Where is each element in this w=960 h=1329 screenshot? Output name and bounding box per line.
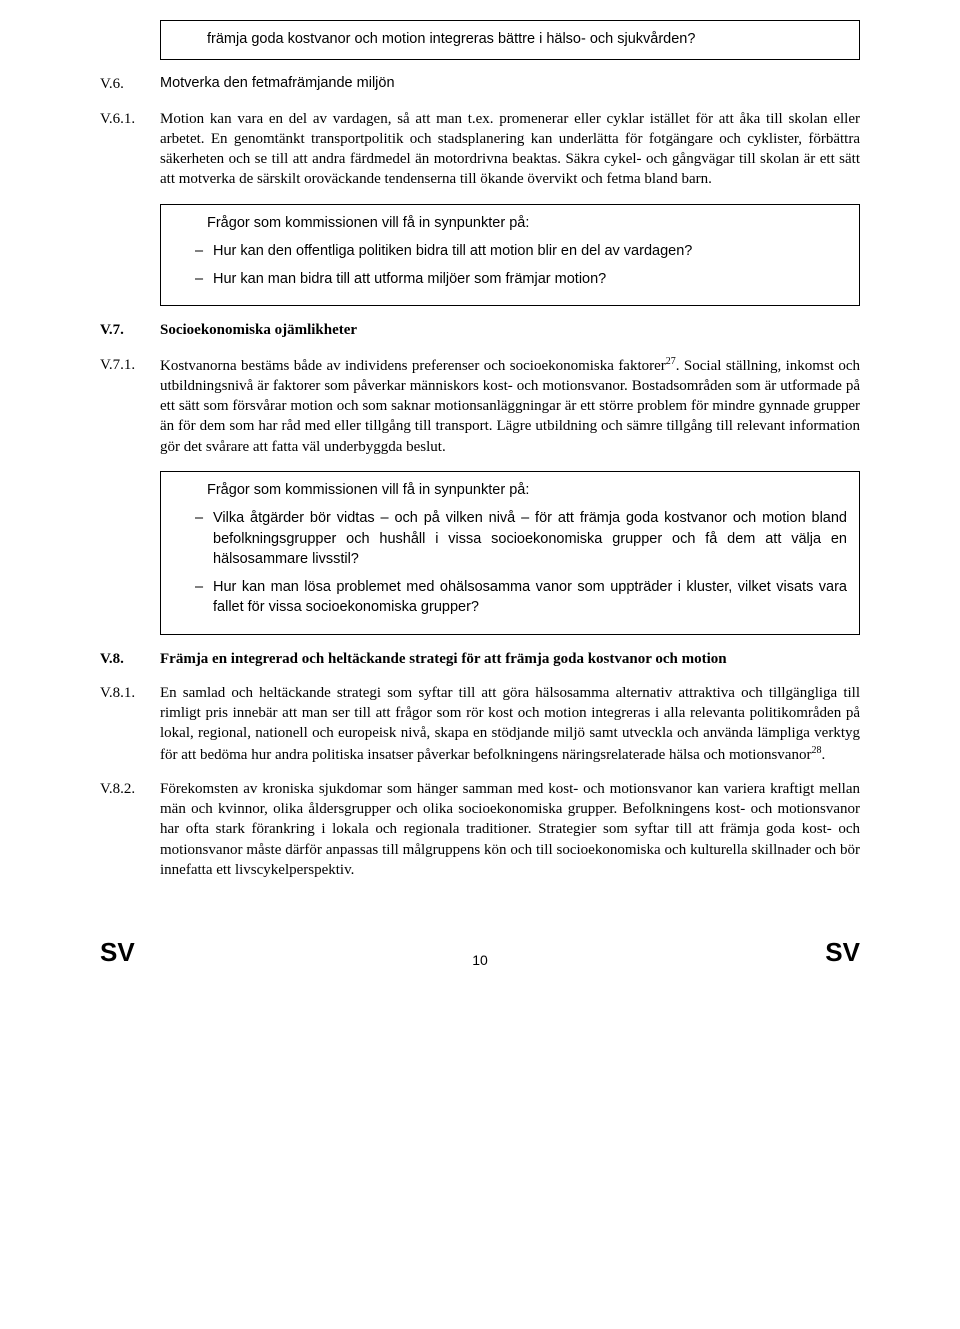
label-v6: V.6. xyxy=(100,74,160,94)
box1-text: främja goda kostvanor och motion integre… xyxy=(173,27,847,53)
box3-item: Hur kan man lösa problemet med ohälsosam… xyxy=(195,577,847,618)
section-v7-1: V.7.1. Kostvanorna bestäms både av indiv… xyxy=(100,355,860,457)
heading-v7: Socioekonomiska ojämlikheter xyxy=(160,320,860,340)
box2-list: Hur kan den offentliga politiken bidra t… xyxy=(173,237,847,300)
text-v6-1: Motion kan vara en del av vardagen, så a… xyxy=(160,109,860,190)
footer-left: SV xyxy=(100,935,135,970)
text-v8-1: En samlad och heltäckande strategi som s… xyxy=(160,683,860,765)
v7-1-part-a: Kostvanorna bestäms både av individens p… xyxy=(160,358,666,374)
footer-right: SV xyxy=(825,935,860,970)
section-v8-2: V.8.2. Förekomsten av kroniska sjukdomar… xyxy=(100,779,860,880)
v7-1-sup: 27 xyxy=(666,356,676,367)
label-v8: V.8. xyxy=(100,649,160,669)
box2-item: Hur kan man bidra till att utforma miljö… xyxy=(195,269,847,289)
v8-1-part-b: . xyxy=(821,747,825,763)
box3-list: Vilka åtgärder bör vidtas – och på vilke… xyxy=(173,504,847,627)
v8-1-part-a: En samlad och heltäckande strategi som s… xyxy=(160,685,860,763)
box2-item: Hur kan den offentliga politiken bidra t… xyxy=(195,241,847,261)
section-v7: V.7. Socioekonomiska ojämlikheter xyxy=(100,320,860,340)
question-box-1: främja goda kostvanor och motion integre… xyxy=(160,20,860,60)
footer-page-number: 10 xyxy=(472,951,488,970)
box3-intro: Frågor som kommissionen vill få in synpu… xyxy=(173,478,847,504)
label-v7: V.7. xyxy=(100,320,160,340)
heading-v6: Motverka den fetmafrämjande miljön xyxy=(160,74,860,94)
question-box-3: Frågor som kommissionen vill få in synpu… xyxy=(160,471,860,635)
label-v8-2: V.8.2. xyxy=(100,779,160,880)
box3-item: Vilka åtgärder bör vidtas – och på vilke… xyxy=(195,508,847,569)
section-v6: V.6. Motverka den fetmafrämjande miljön xyxy=(100,74,860,94)
question-box-2: Frågor som kommissionen vill få in synpu… xyxy=(160,204,860,307)
section-v6-1: V.6.1. Motion kan vara en del av vardage… xyxy=(100,109,860,190)
v8-1-sup: 28 xyxy=(811,745,821,756)
text-v7-1: Kostvanorna bestäms både av individens p… xyxy=(160,355,860,457)
text-v8-2: Förekomsten av kroniska sjukdomar som hä… xyxy=(160,779,860,880)
label-v8-1: V.8.1. xyxy=(100,683,160,765)
heading-v8: Främja en integrerad och heltäckande str… xyxy=(160,649,860,669)
section-v8: V.8. Främja en integrerad och heltäckand… xyxy=(100,649,860,669)
page-footer: SV 10 SV xyxy=(100,935,860,970)
box2-intro: Frågor som kommissionen vill få in synpu… xyxy=(173,211,847,237)
label-v6-1: V.6.1. xyxy=(100,109,160,190)
label-v7-1: V.7.1. xyxy=(100,355,160,457)
section-v8-1: V.8.1. En samlad och heltäckande strateg… xyxy=(100,683,860,765)
